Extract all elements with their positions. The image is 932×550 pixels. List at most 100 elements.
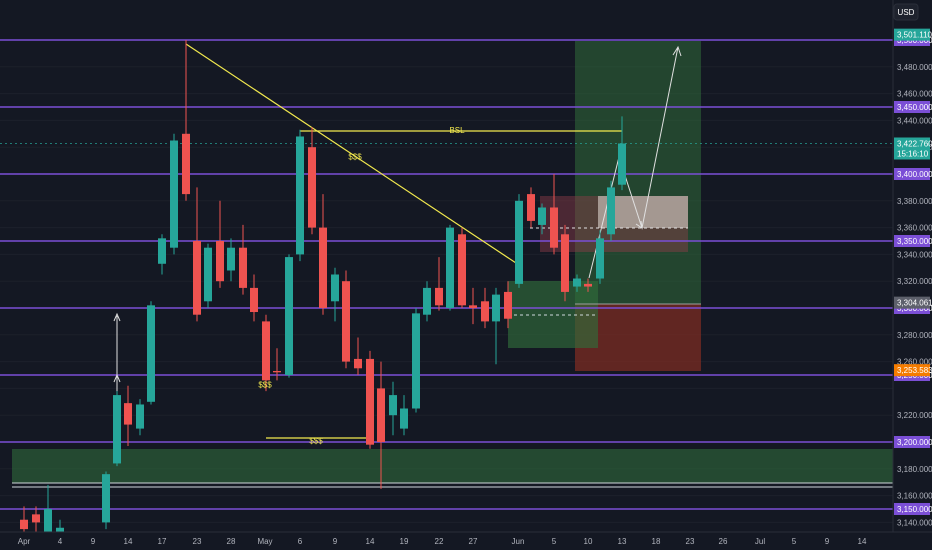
price-tag-countdown: 15:16:10: [897, 150, 929, 159]
candle-body: [354, 358, 362, 369]
level-lines: [0, 39, 893, 510]
candle-body: [296, 136, 304, 255]
candle-body: [136, 404, 144, 429]
time-tick-label: 17: [158, 537, 167, 546]
candle-body: [435, 287, 443, 306]
price-tick-label: 3,360.000: [897, 224, 932, 233]
time-tick-label: 14: [366, 537, 375, 546]
candle-body: [250, 287, 258, 313]
arrow-head: [672, 45, 682, 57]
candles: [20, 40, 626, 550]
time-tick-label: Apr: [18, 537, 31, 546]
time-axis-background: [0, 532, 932, 550]
candle-body: [204, 247, 212, 302]
price-tick-label: 3,140.000: [897, 518, 932, 527]
price-tag-label: 3,304.061: [897, 299, 932, 308]
candle-body: [458, 234, 466, 306]
level-tag-label: 3,200.000: [897, 438, 932, 447]
price-tag: [894, 296, 930, 309]
currency-box[interactable]: [893, 3, 919, 21]
time-tick-label: 18: [652, 537, 661, 546]
candle-body: [193, 241, 201, 315]
price-tag-label: 3,253.583: [897, 366, 932, 375]
candle-body: [331, 274, 339, 302]
time-tick-label: 6: [298, 537, 303, 546]
level-tag: [894, 436, 930, 448]
time-tick-label: 19: [400, 537, 409, 546]
candle-body: [400, 408, 408, 429]
annotation-label: $$$: [258, 380, 272, 389]
time-tick-label: 27: [469, 537, 478, 546]
annotation-label: $$$: [348, 153, 362, 162]
time-tick-label: 13: [618, 537, 627, 546]
price-tick-label: 3,220.000: [897, 411, 932, 420]
time-tick-label: 28: [227, 537, 236, 546]
candle-body: [113, 395, 121, 464]
candle-body: [182, 133, 190, 195]
time-tick-label: Jul: [755, 537, 765, 546]
annotation-label: BSL: [449, 126, 465, 135]
price-tick-label: 3,320.000: [897, 277, 932, 286]
candle-body: [618, 143, 626, 185]
time-tick-label: 26: [719, 537, 728, 546]
candle-body: [170, 140, 178, 248]
time-tick-label: 14: [124, 537, 133, 546]
candle-body: [492, 294, 500, 322]
candle-body: [262, 321, 270, 381]
time-tick-label: May: [257, 537, 272, 546]
candle-body: [342, 281, 350, 362]
time-tick-label: 9: [333, 537, 338, 546]
candle-body: [227, 247, 235, 271]
time-tick-label: 22: [435, 537, 444, 546]
time-axis-ticks[interactable]: Apr 4 9 14 17 23 28 May 6 9 14 19 22 27 Jun 5 10 13 18 23 26…: [18, 537, 867, 546]
candle-body: [423, 287, 431, 315]
price-tick-label: 3,280.000: [897, 331, 932, 340]
price-tag-label: 3,501.110: [897, 31, 932, 40]
candle-body: [32, 514, 40, 523]
candle-body: [389, 395, 397, 416]
candle-body: [596, 238, 604, 279]
level-tag: [894, 168, 930, 180]
candle-body: [216, 241, 224, 282]
currency-label: USD: [898, 8, 915, 17]
time-tick-label: 4: [58, 537, 63, 546]
candle-body: [538, 207, 546, 225]
candle-body: [102, 474, 110, 523]
candle-body: [515, 200, 523, 284]
time-tick-label: 23: [686, 537, 695, 546]
level-tag: [894, 503, 930, 515]
price-tick-label: 3,180.000: [897, 465, 932, 474]
annotations: BSL $$$ $$$ $$$: [258, 126, 465, 446]
candle-body: [527, 194, 535, 221]
candle-body: [469, 305, 477, 308]
price-tick-label: 3,460.000: [897, 90, 932, 99]
drawings: [113, 43, 682, 439]
time-tick-label: 5: [792, 537, 797, 546]
time-tick-label: 9: [91, 537, 96, 546]
candle-body: [147, 305, 155, 402]
level-tag: [894, 235, 930, 247]
projection-path: [588, 46, 679, 279]
candle-body: [377, 388, 385, 442]
price-tag: [894, 28, 930, 41]
candle-body: [239, 247, 247, 288]
level-tag-label: 3,450.000: [897, 103, 932, 112]
price-tick-label: 3,380.000: [897, 197, 932, 206]
arrow-head: [113, 373, 121, 383]
candle-body: [573, 278, 581, 287]
time-tick-label: 14: [858, 537, 867, 546]
candle-body: [20, 519, 28, 530]
time-tick-label: 5: [552, 537, 557, 546]
candle-body: [44, 509, 52, 532]
arrow-head: [635, 220, 643, 230]
price-tick-label: 3,260.000: [897, 358, 932, 367]
price-tick-label: 3,440.000: [897, 116, 932, 125]
price-tick-label: 3,340.000: [897, 250, 932, 259]
candle-body: [504, 291, 512, 319]
candle-body: [366, 358, 374, 445]
annotation-label: $$$: [309, 437, 323, 446]
price-tick-label: 3,480.000: [897, 63, 932, 72]
price-axis-background: [893, 0, 932, 550]
